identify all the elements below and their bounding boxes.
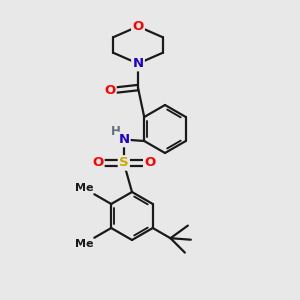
Text: S: S: [119, 156, 129, 170]
Text: Me: Me: [75, 239, 93, 249]
Text: O: O: [104, 83, 116, 97]
Text: O: O: [144, 156, 155, 170]
Text: O: O: [92, 156, 103, 170]
Text: N: N: [132, 57, 144, 70]
Text: N: N: [118, 133, 129, 146]
Text: H: H: [110, 124, 120, 138]
Text: Me: Me: [75, 183, 93, 193]
Text: O: O: [132, 20, 144, 33]
